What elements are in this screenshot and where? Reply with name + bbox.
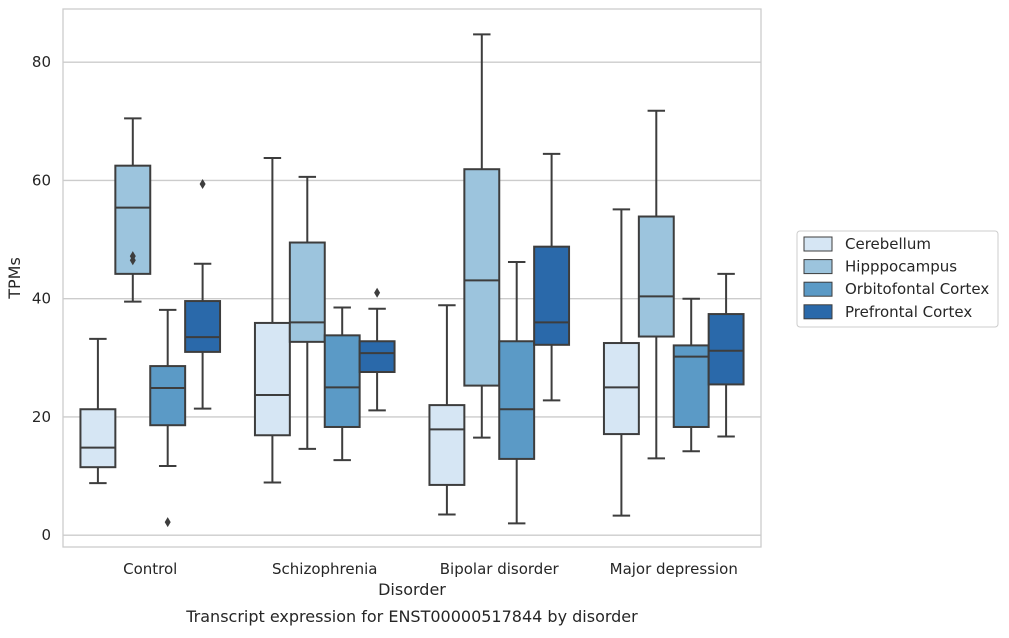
box-group bbox=[533, 152, 571, 402]
box-group bbox=[428, 304, 466, 516]
iqr-box bbox=[288, 241, 326, 343]
iqr-box bbox=[184, 300, 222, 353]
iqr-box bbox=[323, 334, 361, 428]
box-group bbox=[672, 297, 710, 453]
iqr-box bbox=[533, 245, 571, 346]
x-axis-label: Disorder bbox=[378, 580, 446, 599]
outlier-point bbox=[199, 178, 206, 189]
iqr-box bbox=[428, 404, 466, 486]
y-tick-label: 80 bbox=[32, 53, 51, 71]
legend-swatch bbox=[803, 259, 833, 275]
y-tick-label: 20 bbox=[32, 408, 51, 426]
legend-label: Hipppocampus bbox=[845, 258, 957, 276]
box-group bbox=[114, 117, 152, 303]
legend-label: Cerebellum bbox=[845, 235, 931, 253]
iqr-box bbox=[672, 344, 710, 428]
legend-swatch bbox=[803, 304, 833, 320]
iqr-box bbox=[149, 365, 187, 427]
y-axis-label: TPMs bbox=[5, 257, 24, 300]
box-group bbox=[637, 109, 675, 460]
box-group bbox=[288, 175, 326, 450]
outlier-point bbox=[164, 517, 171, 528]
outlier-point bbox=[374, 287, 381, 298]
legend-frame bbox=[796, 230, 999, 328]
box-group bbox=[358, 287, 396, 412]
y-tick-label: 60 bbox=[32, 171, 51, 189]
iqr-box bbox=[463, 168, 501, 387]
box-group bbox=[498, 261, 536, 525]
x-tick-label: Bipolar disorder bbox=[440, 560, 560, 578]
x-axis-ticks: Control Schizophrenia Bipolar disorder Majo… bbox=[123, 560, 738, 578]
y-axis-ticks: 0 20 40 60 80 bbox=[32, 53, 51, 544]
x-tick-label: Schizophrenia bbox=[272, 560, 377, 578]
iqr-box bbox=[79, 408, 117, 469]
legend-label: Orbitofontal Cortex bbox=[845, 280, 989, 298]
chart-caption: Transcript expression for ENST0000051784… bbox=[185, 607, 638, 626]
plot-frame bbox=[62, 8, 762, 548]
y-tick-label: 40 bbox=[32, 290, 51, 308]
box-group bbox=[463, 33, 501, 439]
iqr-box bbox=[253, 321, 291, 437]
y-tick-label: 0 bbox=[41, 526, 51, 544]
boxes bbox=[79, 33, 745, 528]
x-tick-label: Major depression bbox=[610, 560, 738, 578]
box-group bbox=[79, 337, 117, 485]
x-tick-label: Control bbox=[123, 560, 177, 578]
iqr-box bbox=[498, 340, 536, 460]
iqr-box bbox=[358, 340, 396, 374]
iqr-box bbox=[602, 342, 640, 436]
legend-swatch bbox=[803, 236, 833, 252]
box-group bbox=[323, 306, 361, 462]
legend-label: Prefrontal Cortex bbox=[845, 303, 972, 321]
legend: Cerebellum Hipppocampus Orbitofontal Corte… bbox=[796, 230, 999, 328]
box-group bbox=[602, 208, 640, 517]
iqr-box bbox=[637, 215, 675, 338]
iqr-box bbox=[707, 313, 745, 386]
box-group bbox=[253, 156, 291, 484]
box-group bbox=[184, 178, 222, 410]
legend-swatch bbox=[803, 281, 833, 297]
outlier-point bbox=[129, 251, 136, 262]
box-group bbox=[149, 308, 187, 528]
box-group bbox=[707, 272, 745, 438]
